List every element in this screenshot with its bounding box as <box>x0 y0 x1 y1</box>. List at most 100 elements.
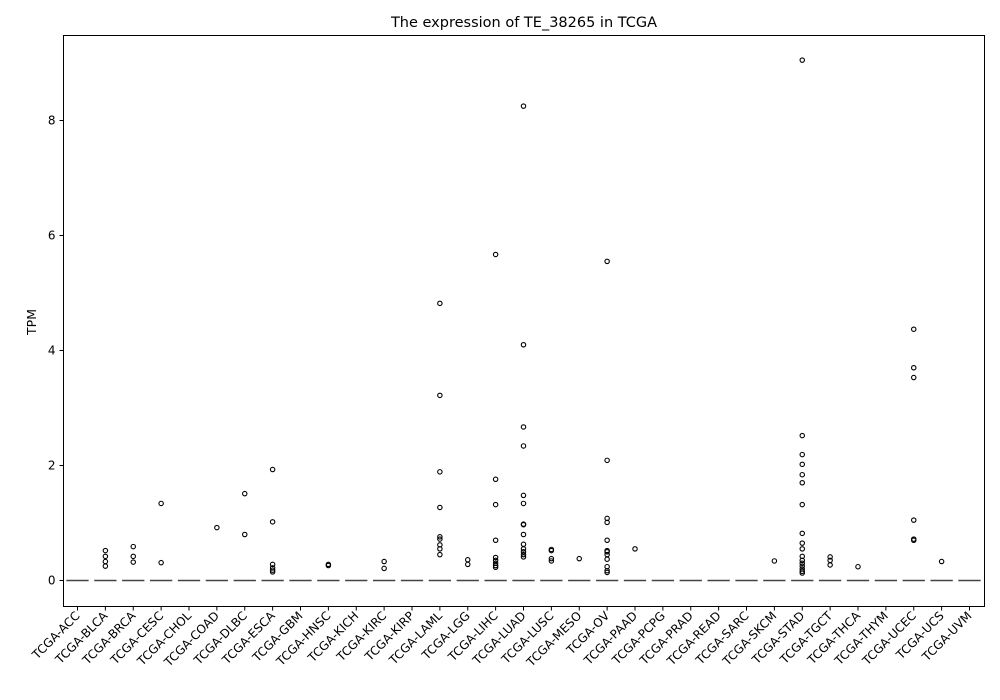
outlier-point <box>242 531 248 538</box>
outlier-point <box>492 557 499 564</box>
outlier-point <box>130 553 137 560</box>
box-tcga-skcm <box>763 558 786 582</box>
outlier-point <box>520 554 527 560</box>
outlier-point <box>520 541 527 548</box>
chart-title: The expression of TE_38265 in TCGA <box>390 15 657 31</box>
outlier-point <box>910 537 917 543</box>
outlier-point <box>604 556 610 562</box>
box-tcga-lihc <box>484 251 507 582</box>
outlier-point <box>130 543 137 550</box>
outlier-point <box>799 557 805 564</box>
outlier-point <box>437 551 443 558</box>
outlier-point <box>464 557 471 563</box>
outlier-point <box>520 548 527 555</box>
outlier-point <box>437 536 443 542</box>
box-tcga-ov <box>595 258 619 582</box>
outlier-point <box>492 562 499 569</box>
outlier-point <box>827 554 833 560</box>
box-tcga-ucec <box>902 326 925 582</box>
box-tcga-dlbc <box>233 490 256 582</box>
outlier-point <box>130 559 137 565</box>
box-tcga-kirc <box>372 558 396 582</box>
outlier-point <box>910 364 917 371</box>
outlier-point <box>799 57 805 63</box>
outlier-point <box>269 561 276 568</box>
outlier-point <box>437 392 443 399</box>
outlier-point <box>325 562 332 569</box>
outlier-point <box>632 546 638 552</box>
outlier-point <box>102 563 109 569</box>
x-axis: TCGA-ACCTCGA-BLCATCGA-BRCATCGA-CESCTCGA-… <box>29 606 975 670</box>
outlier-point <box>520 521 527 528</box>
outlier-point <box>102 547 109 554</box>
outlier-point <box>437 300 443 307</box>
box-tcga-laml <box>428 300 452 582</box>
box-tcga-meso <box>568 555 591 582</box>
outlier-point <box>799 560 805 566</box>
box-tcga-coad <box>205 524 229 582</box>
box-tcga-brca <box>122 543 145 582</box>
plot-marks <box>66 57 981 582</box>
outlier-point <box>520 103 527 109</box>
outlier-point <box>437 546 443 552</box>
outlier-point <box>520 424 527 430</box>
outlier-point <box>604 258 610 265</box>
outlier-point <box>520 546 527 552</box>
outlier-point <box>799 563 805 569</box>
outlier-point <box>604 457 610 464</box>
box-tcga-hnsc <box>317 561 340 582</box>
box-tcga-luad <box>512 103 535 582</box>
y-tick-label-0: 0 <box>48 574 56 588</box>
outlier-point <box>520 500 527 507</box>
outlier-point <box>492 554 499 561</box>
outlier-point <box>520 443 527 449</box>
outlier-point <box>548 558 555 564</box>
outlier-point <box>102 553 109 560</box>
outlier-point <box>799 568 805 575</box>
outlier-point <box>771 558 778 564</box>
y-tick-label-4: 8 <box>48 114 56 128</box>
box-tcga-lusc <box>540 546 563 582</box>
outlier-point <box>381 565 387 572</box>
outlier-point <box>492 564 499 571</box>
outlier-point <box>492 476 499 483</box>
outlier-point <box>910 374 917 381</box>
box-tcga-stad <box>791 57 814 582</box>
outlier-point <box>269 519 276 525</box>
outlier-point <box>464 561 471 568</box>
box-tcga-esca <box>261 466 284 582</box>
outlier-point <box>158 559 164 566</box>
outlier-point <box>799 471 805 478</box>
outlier-point <box>938 558 945 565</box>
box-tcga-thca <box>846 563 870 582</box>
outlier-point <box>799 432 805 439</box>
box-tcga-tgct <box>818 554 842 582</box>
y-axis: 0 2 4 6 8 <box>48 114 64 588</box>
outlier-point <box>604 567 610 574</box>
outlier-point <box>604 548 610 555</box>
y-axis-label: TPM <box>24 309 39 336</box>
outlier-point <box>520 551 527 558</box>
plot-frame <box>63 35 985 607</box>
outlier-point <box>381 558 387 565</box>
outlier-point <box>910 517 917 523</box>
outlier-point <box>799 540 805 546</box>
outlier-point <box>437 534 443 540</box>
outlier-point <box>604 537 610 543</box>
outlier-point <box>214 524 220 531</box>
outlier-point <box>548 555 555 562</box>
y-tick-label-3: 6 <box>48 229 56 243</box>
y-tick-label-1: 2 <box>48 459 56 473</box>
outlier-point <box>604 569 610 576</box>
outlier-point <box>799 570 805 576</box>
outlier-point <box>799 451 805 458</box>
outlier-point <box>827 562 833 568</box>
outlier-point <box>492 537 499 543</box>
outlier-point <box>520 341 527 348</box>
outlier-point <box>548 547 555 554</box>
box-tcga-paad <box>623 546 647 582</box>
outlier-point <box>492 251 499 258</box>
outlier-point <box>158 500 164 507</box>
outlier-point <box>437 504 443 511</box>
